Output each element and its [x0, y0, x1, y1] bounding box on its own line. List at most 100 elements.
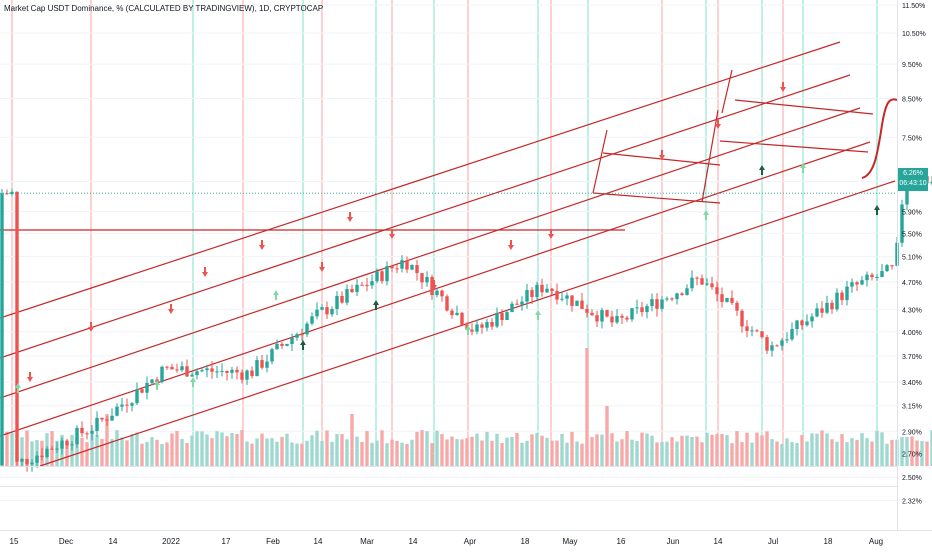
price-tick-label: 10.50% — [902, 31, 926, 38]
candle-body — [845, 286, 849, 301]
candle-body — [615, 315, 619, 323]
volume-bar — [825, 433, 829, 466]
time-tick-label: Apr — [464, 537, 477, 546]
candle-body — [70, 444, 74, 446]
candle-body — [105, 419, 109, 421]
sell-arrow-icon — [431, 285, 437, 290]
volume-bar — [865, 438, 869, 466]
candle-body — [0, 193, 4, 466]
candle-body — [930, 181, 932, 184]
volume-bar — [470, 436, 474, 466]
price-axis[interactable] — [897, 0, 932, 530]
candle-body — [270, 349, 274, 362]
candle-body — [85, 433, 89, 435]
volume-bar — [270, 438, 274, 466]
volume-bar — [685, 435, 689, 466]
channel-line — [721, 69, 733, 114]
candle-body — [670, 298, 674, 300]
candle-body — [825, 302, 829, 313]
candle-body — [130, 403, 134, 406]
signal-arrows — [15, 82, 880, 393]
volume-bar — [560, 433, 564, 466]
time-tick-label: Aug — [869, 537, 883, 546]
volume-bar — [595, 434, 599, 466]
candle-body — [345, 289, 349, 303]
candle-body — [600, 310, 604, 322]
volume-bar — [415, 431, 419, 466]
candle-body — [795, 320, 799, 329]
candle-body — [395, 268, 399, 270]
volume-bar — [700, 442, 704, 466]
volume-bar — [840, 434, 844, 466]
candle-body — [695, 277, 699, 279]
candle-body — [460, 312, 464, 325]
buy-arrow-stem — [156, 385, 158, 390]
candle-body — [90, 431, 94, 434]
candle-body — [580, 300, 584, 309]
volume-bar — [605, 406, 609, 466]
volume-bar — [755, 432, 759, 466]
volume-bar — [790, 441, 794, 466]
candle-body — [640, 307, 644, 313]
candle-body — [255, 360, 259, 377]
price-tick-label: 3.15% — [902, 404, 922, 411]
candle-body — [350, 289, 354, 293]
candle-body — [450, 310, 454, 316]
candle-body — [585, 308, 589, 313]
volume-bar — [315, 430, 319, 466]
candle-body — [900, 204, 904, 243]
volume-bar — [795, 443, 799, 466]
volume-bar — [195, 431, 199, 466]
volume-bar — [760, 435, 764, 466]
time-axis[interactable] — [0, 530, 932, 551]
buy-arrow-stem — [705, 215, 707, 220]
buy-arrow-stem — [802, 168, 804, 173]
volume-bar — [505, 437, 509, 466]
volume-bar — [350, 414, 354, 466]
candle-body — [565, 295, 569, 299]
candle-body — [375, 271, 379, 282]
sell-arrow-stem — [261, 240, 263, 245]
candle-body — [20, 459, 24, 462]
candle-body — [80, 427, 84, 434]
volume-bar — [500, 443, 504, 466]
buy-arrow-icon — [273, 290, 279, 295]
price-tick-label: 8.50% — [902, 97, 922, 104]
sell-arrow-icon — [548, 234, 554, 239]
time-tick-label: 18 — [824, 537, 833, 546]
candle-body — [475, 324, 479, 332]
candle-body — [720, 294, 724, 302]
candle-body — [385, 266, 389, 282]
sell-arrow-stem — [170, 304, 172, 309]
candle-body — [285, 343, 289, 346]
candle-body — [370, 281, 374, 286]
volume-bar — [340, 434, 344, 466]
candle-body — [60, 440, 64, 449]
candle-body — [635, 307, 639, 309]
volume-bar — [765, 431, 769, 466]
candle-body — [410, 265, 414, 270]
last-price-badge: 6.26% 06:43:10 — [898, 168, 928, 191]
sell-arrow-stem — [661, 150, 663, 155]
volume-bar — [750, 442, 754, 466]
volume-bar — [300, 443, 304, 466]
volume-bar — [735, 431, 739, 466]
candle-body — [705, 283, 709, 285]
pane-separator[interactable] — [0, 466, 897, 467]
candle-body — [870, 274, 874, 278]
time-tick-label: 18 — [521, 537, 530, 546]
volume-bar — [365, 431, 369, 466]
volume-bar — [410, 439, 414, 466]
candle-body — [685, 288, 689, 295]
sell-arrow-icon — [347, 217, 353, 222]
sell-arrow-icon — [27, 377, 33, 382]
candle-body — [15, 191, 19, 462]
volume-bar — [540, 435, 544, 466]
candle-body — [805, 321, 809, 326]
volume-bar — [140, 443, 144, 466]
volume-bar — [335, 434, 339, 466]
candle-body — [735, 302, 739, 311]
candle-body — [775, 345, 779, 347]
